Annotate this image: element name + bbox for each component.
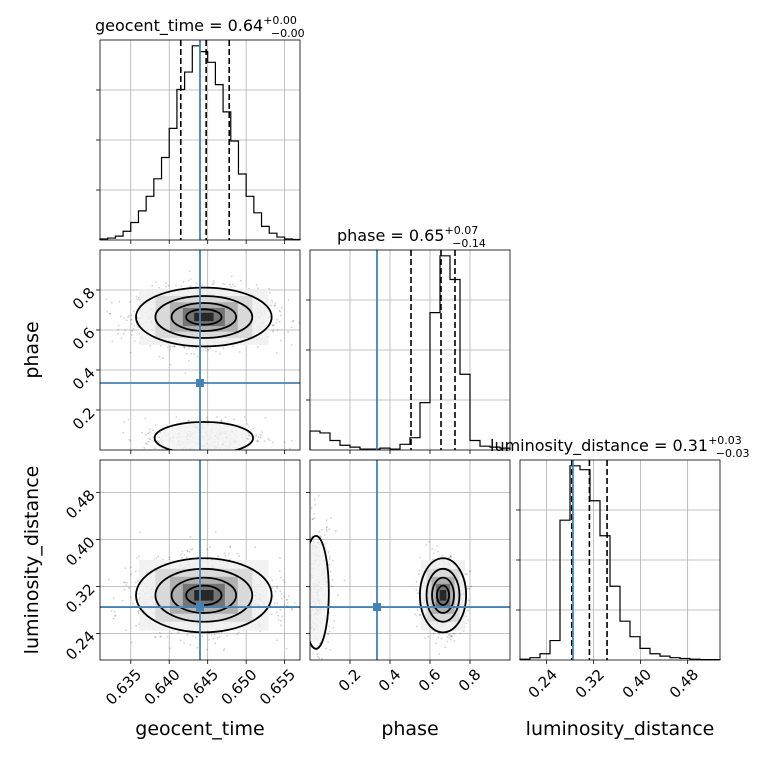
contour-line — [425, 567, 461, 623]
contour-line — [170, 576, 238, 614]
panel-frame — [99, 39, 301, 241]
xtick-label-phase: 0.6 — [415, 666, 445, 696]
ytick-label-phase: 0.6 — [69, 324, 99, 354]
xtick-label-phase: 0.2 — [335, 666, 365, 696]
xtick-label-phase: 0.8 — [455, 666, 485, 696]
panel-frame — [309, 459, 511, 661]
ytick-label-luminosity_distance: 0.40 — [62, 533, 98, 569]
panel-diag-phase — [306, 249, 511, 454]
contour-line — [170, 302, 238, 332]
contour-line — [135, 557, 273, 634]
panel-content — [100, 460, 300, 660]
panel-frame — [309, 249, 511, 451]
histogram-luminosity_distance — [519, 465, 721, 661]
histogram-phase — [309, 255, 511, 450]
xlabel-geocent-time: geocent_time — [135, 718, 264, 740]
contour-line — [135, 286, 273, 348]
panel-content — [100, 250, 300, 450]
density-block — [439, 590, 447, 601]
xtick-label-luminosity_distance: 0.24 — [525, 666, 561, 702]
ylabel-phase: phase — [21, 321, 43, 378]
xtick-label-geocent_time: 0.645 — [179, 666, 222, 709]
xtick-label-luminosity_distance: 0.48 — [666, 666, 702, 702]
truth-marker — [373, 603, 381, 612]
ytick-label-luminosity_distance: 0.32 — [62, 580, 98, 616]
ytick-label-phase: 0.2 — [69, 404, 99, 434]
xtick-label-geocent_time: 0.640 — [141, 666, 184, 709]
contour-line — [418, 557, 467, 634]
xtick-label-phase: 0.4 — [375, 666, 405, 696]
ytick-label-phase: 0.8 — [69, 284, 99, 314]
ytick-label-luminosity_distance: 0.48 — [62, 486, 98, 522]
xlabel-phase: phase — [381, 718, 438, 740]
xtick-label-geocent_time: 0.650 — [218, 666, 261, 709]
truth-marker — [196, 379, 204, 387]
title-geocent-time: geocent_time = 0.64+0.00 −0.00 — [95, 14, 305, 40]
contour-line — [431, 576, 455, 614]
title-luminosity-distance: luminosity_distance = 0.31+0.03 −0.03 — [490, 434, 750, 460]
panel-2d-geocent_time-phase — [96, 249, 301, 454]
panel-2d-geocent_time-luminosity_distance — [96, 459, 301, 664]
density-block — [194, 590, 214, 601]
panel-content — [310, 460, 510, 660]
contour-line — [154, 567, 254, 623]
ytick-label-phase: 0.4 — [69, 364, 99, 394]
density-block — [194, 312, 214, 322]
panel-frame — [99, 459, 301, 661]
contour-line — [154, 295, 254, 339]
panel-diag-luminosity_distance — [516, 459, 721, 664]
xtick-label-luminosity_distance: 0.32 — [572, 666, 608, 702]
panel-2d-phase-luminosity_distance — [306, 459, 511, 664]
contour-line — [153, 421, 254, 450]
ylabel-luminosity-distance: luminosity_distance — [21, 466, 43, 655]
xlabel-luminosity-distance: luminosity_distance — [526, 718, 715, 740]
ytick-label-luminosity_distance: 0.24 — [62, 627, 98, 663]
title-phase: phase = 0.65+0.07 −0.14 — [337, 224, 486, 250]
panel-diag-geocent_time — [96, 39, 301, 244]
xtick-label-geocent_time: 0.655 — [256, 666, 299, 709]
density-block — [310, 542, 328, 642]
truth-marker — [196, 603, 204, 612]
xtick-label-luminosity_distance: 0.40 — [619, 666, 655, 702]
contour-line — [310, 534, 330, 650]
panel-frame — [99, 249, 301, 451]
density-block — [160, 424, 247, 450]
xtick-label-geocent_time: 0.635 — [102, 666, 145, 709]
panel-frame — [519, 459, 721, 661]
contour-line — [436, 584, 450, 606]
contour-line — [185, 308, 223, 326]
